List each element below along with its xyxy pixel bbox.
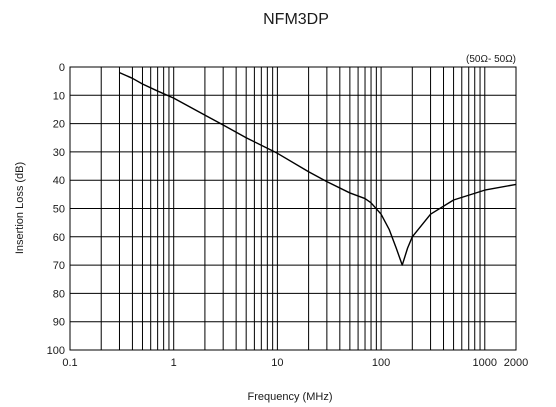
series-layer xyxy=(119,72,517,266)
y-tick-label: 20 xyxy=(53,119,65,131)
y-tick-label: 10 xyxy=(53,90,65,102)
y-tick-labels: 0 10 20 30 40 50 60 70 80 90 100 xyxy=(47,62,65,357)
y-tick-label: 100 xyxy=(47,345,65,357)
y-tick-label: 90 xyxy=(53,317,65,329)
series-line xyxy=(119,72,517,266)
y-axis-title: Insertion Loss (dB) xyxy=(14,162,26,254)
x-tick-label: 1 xyxy=(171,357,177,369)
chart-annotation: (50Ω- 50Ω) xyxy=(466,54,516,65)
x-axis-title: Frequency (MHz) xyxy=(248,391,333,403)
x-tick-labels: 0.1 1 10 100 1000 2000 xyxy=(62,357,528,369)
y-tick-label: 70 xyxy=(53,260,65,272)
y-tick-label: 40 xyxy=(53,175,65,187)
plot-frame xyxy=(69,66,517,351)
grid xyxy=(70,67,516,350)
x-tick-label: 2000 xyxy=(504,357,528,369)
y-tick-label: 0 xyxy=(59,62,65,74)
x-tick-label: 10 xyxy=(271,357,283,369)
chart-title: NFM3DP xyxy=(263,11,329,28)
y-tick-label: 80 xyxy=(53,288,65,300)
y-tick-label: 30 xyxy=(53,147,65,159)
y-tick-label: 60 xyxy=(53,232,65,244)
y-tick-label: 50 xyxy=(53,204,65,216)
x-tick-label: 100 xyxy=(372,357,390,369)
x-tick-label: 1000 xyxy=(473,357,497,369)
x-tick-label: 0.1 xyxy=(62,357,77,369)
